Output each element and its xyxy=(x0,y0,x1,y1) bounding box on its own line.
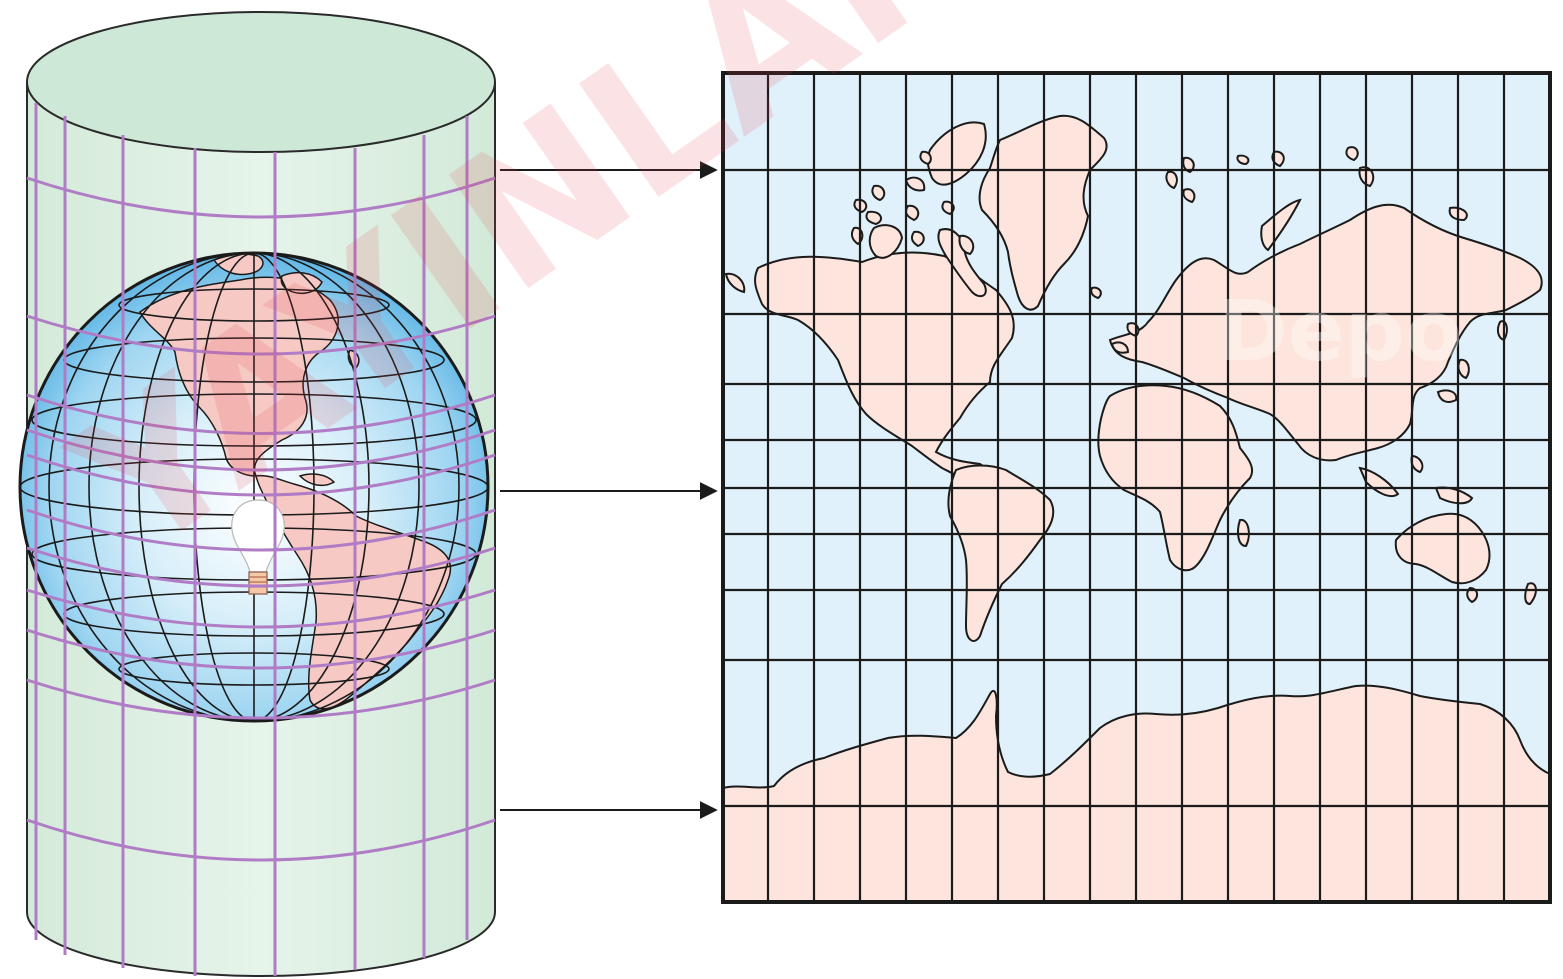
projection-arrows xyxy=(500,161,718,819)
globe xyxy=(18,251,490,723)
south-america xyxy=(947,464,1055,642)
australia xyxy=(1394,512,1491,585)
map-grid xyxy=(723,73,1550,902)
light-bulb-icon xyxy=(231,499,285,595)
cylinder-top xyxy=(26,11,496,153)
watermark-stamp: Depo xyxy=(1218,282,1463,380)
flat-world-map xyxy=(721,71,1552,904)
watermark-stamp-text: Depo xyxy=(1218,282,1463,380)
cylinder-graticule xyxy=(26,103,496,976)
